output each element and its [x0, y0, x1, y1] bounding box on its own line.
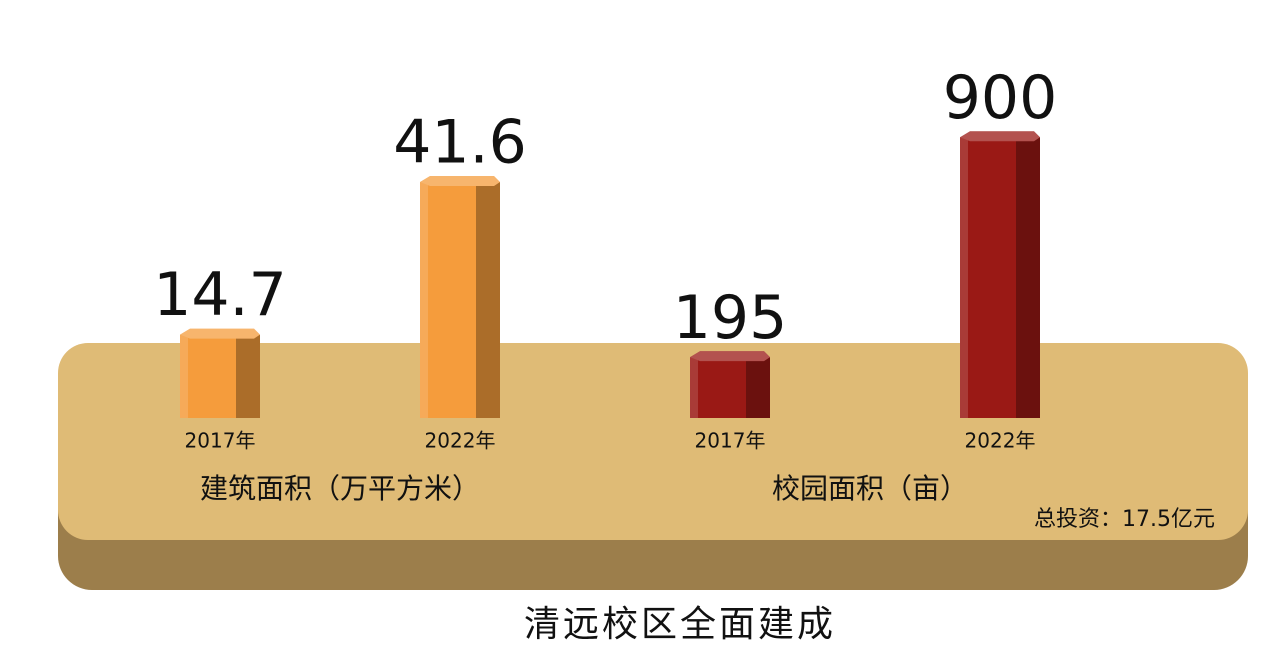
value-label: 14.7 [153, 260, 287, 330]
bar [960, 131, 1040, 418]
bar-front [690, 357, 746, 418]
bar-cap-light [690, 351, 770, 362]
bar-cap [960, 131, 1040, 142]
bar-side [746, 357, 770, 418]
value-label: 41.6 [393, 108, 527, 178]
bar-side-shade [746, 357, 770, 418]
bar-side [1016, 137, 1040, 418]
bar-cap [690, 351, 770, 362]
note: 总投资：17.5亿元 [1034, 507, 1215, 532]
bar-front [960, 137, 1016, 418]
bar-edge [690, 357, 698, 418]
bar-cap [180, 328, 260, 339]
bar-edge [960, 137, 968, 418]
platform-top [58, 343, 1248, 540]
bar [420, 176, 500, 418]
bar-side [476, 182, 500, 418]
bar [180, 328, 260, 418]
page-title: 清远校区全面建成 [524, 604, 836, 645]
bar-side-shade [476, 182, 500, 418]
group-title: 建筑面积（万平方米） [200, 472, 480, 505]
value-label: 195 [673, 283, 788, 353]
bar-edge [180, 334, 188, 418]
category-label: 2017年 [695, 429, 766, 453]
bar-front [420, 182, 476, 418]
bar-cap-light [180, 328, 260, 339]
category-label: 2022年 [965, 429, 1036, 453]
bar-side-shade [1016, 137, 1040, 418]
bar-cap-light [960, 131, 1040, 142]
bar-edge [420, 182, 428, 418]
bar-cap-light [420, 176, 500, 187]
bar [690, 351, 770, 418]
bar-side-shade [236, 334, 260, 418]
bar-cap [420, 176, 500, 187]
value-label: 900 [943, 63, 1058, 133]
group-title: 校园面积（亩） [772, 472, 968, 505]
bar-side [236, 334, 260, 418]
category-label: 2022年 [425, 429, 496, 453]
bar-front [180, 334, 236, 418]
category-label: 2017年 [185, 429, 256, 453]
